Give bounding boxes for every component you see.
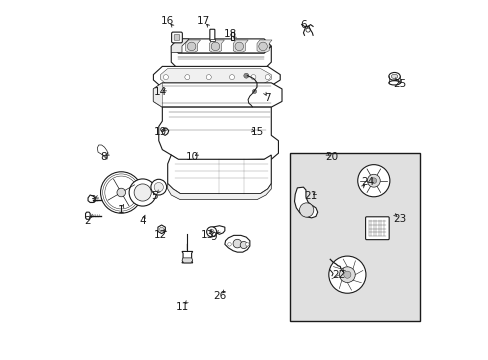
Text: 25: 25	[392, 78, 406, 89]
Text: 4: 4	[139, 216, 146, 226]
Circle shape	[370, 178, 376, 184]
Polygon shape	[153, 83, 162, 107]
Text: 19: 19	[154, 127, 167, 137]
Text: 14: 14	[154, 87, 167, 98]
Circle shape	[240, 242, 247, 249]
Polygon shape	[182, 258, 192, 263]
Circle shape	[159, 227, 163, 231]
Circle shape	[101, 172, 142, 213]
Circle shape	[154, 183, 163, 192]
Text: 12: 12	[154, 230, 167, 240]
Circle shape	[206, 75, 211, 80]
Ellipse shape	[390, 74, 397, 78]
Polygon shape	[209, 40, 224, 52]
Circle shape	[229, 75, 234, 80]
Polygon shape	[171, 46, 271, 69]
Polygon shape	[88, 195, 95, 203]
Polygon shape	[159, 107, 278, 160]
Polygon shape	[212, 226, 224, 234]
FancyBboxPatch shape	[171, 32, 182, 43]
Bar	[290, 153, 419, 321]
Text: 10: 10	[186, 152, 199, 162]
Polygon shape	[257, 40, 271, 52]
Polygon shape	[167, 155, 271, 194]
Bar	[230, 32, 234, 40]
Polygon shape	[97, 145, 108, 159]
Circle shape	[328, 256, 365, 293]
FancyBboxPatch shape	[365, 217, 388, 240]
Text: 1: 1	[118, 205, 124, 215]
Text: 3: 3	[89, 195, 96, 204]
Text: 23: 23	[392, 214, 406, 224]
Text: 7: 7	[264, 93, 270, 103]
Text: 13: 13	[200, 230, 213, 240]
Circle shape	[209, 229, 214, 234]
Circle shape	[258, 42, 267, 51]
Circle shape	[151, 179, 166, 195]
Polygon shape	[160, 68, 271, 85]
Circle shape	[227, 243, 231, 246]
Text: 26: 26	[212, 291, 225, 301]
Text: 8: 8	[100, 152, 106, 162]
Polygon shape	[158, 225, 165, 234]
Circle shape	[244, 73, 248, 78]
Polygon shape	[224, 235, 249, 252]
Text: 9: 9	[210, 232, 217, 242]
Polygon shape	[85, 212, 90, 219]
Circle shape	[129, 179, 156, 206]
Circle shape	[211, 42, 219, 51]
Text: 2: 2	[84, 216, 91, 226]
Circle shape	[233, 239, 241, 248]
Text: 21: 21	[304, 191, 317, 201]
Ellipse shape	[388, 72, 400, 80]
Text: 16: 16	[161, 16, 174, 26]
Polygon shape	[294, 187, 317, 218]
Polygon shape	[162, 128, 168, 135]
FancyBboxPatch shape	[209, 29, 214, 41]
Polygon shape	[171, 39, 189, 53]
Text: 5: 5	[151, 191, 158, 201]
Polygon shape	[167, 184, 271, 200]
Circle shape	[305, 28, 309, 32]
Ellipse shape	[388, 81, 400, 85]
Text: 20: 20	[325, 152, 338, 162]
FancyBboxPatch shape	[174, 35, 180, 40]
Polygon shape	[185, 40, 200, 52]
Text: 18: 18	[223, 28, 236, 39]
Circle shape	[187, 42, 196, 51]
Polygon shape	[153, 83, 282, 107]
Bar	[209, 39, 214, 41]
Text: 17: 17	[196, 16, 210, 26]
Text: 6: 6	[300, 19, 306, 30]
Circle shape	[252, 89, 256, 94]
Circle shape	[117, 188, 125, 197]
Text: 15: 15	[250, 127, 263, 137]
Circle shape	[357, 165, 389, 197]
Text: 24: 24	[360, 177, 374, 187]
Polygon shape	[182, 251, 192, 263]
Polygon shape	[153, 66, 280, 88]
Circle shape	[250, 75, 255, 80]
Circle shape	[206, 227, 216, 237]
Polygon shape	[171, 39, 271, 53]
Circle shape	[339, 267, 354, 283]
Text: 11: 11	[175, 302, 188, 312]
Circle shape	[264, 75, 270, 80]
Text: 22: 22	[332, 270, 345, 280]
Circle shape	[343, 271, 350, 278]
Circle shape	[366, 174, 380, 187]
Circle shape	[235, 42, 243, 51]
Polygon shape	[233, 40, 248, 52]
Circle shape	[134, 184, 151, 201]
Circle shape	[299, 203, 313, 217]
Circle shape	[163, 75, 168, 80]
Circle shape	[245, 243, 248, 246]
Circle shape	[184, 75, 189, 80]
